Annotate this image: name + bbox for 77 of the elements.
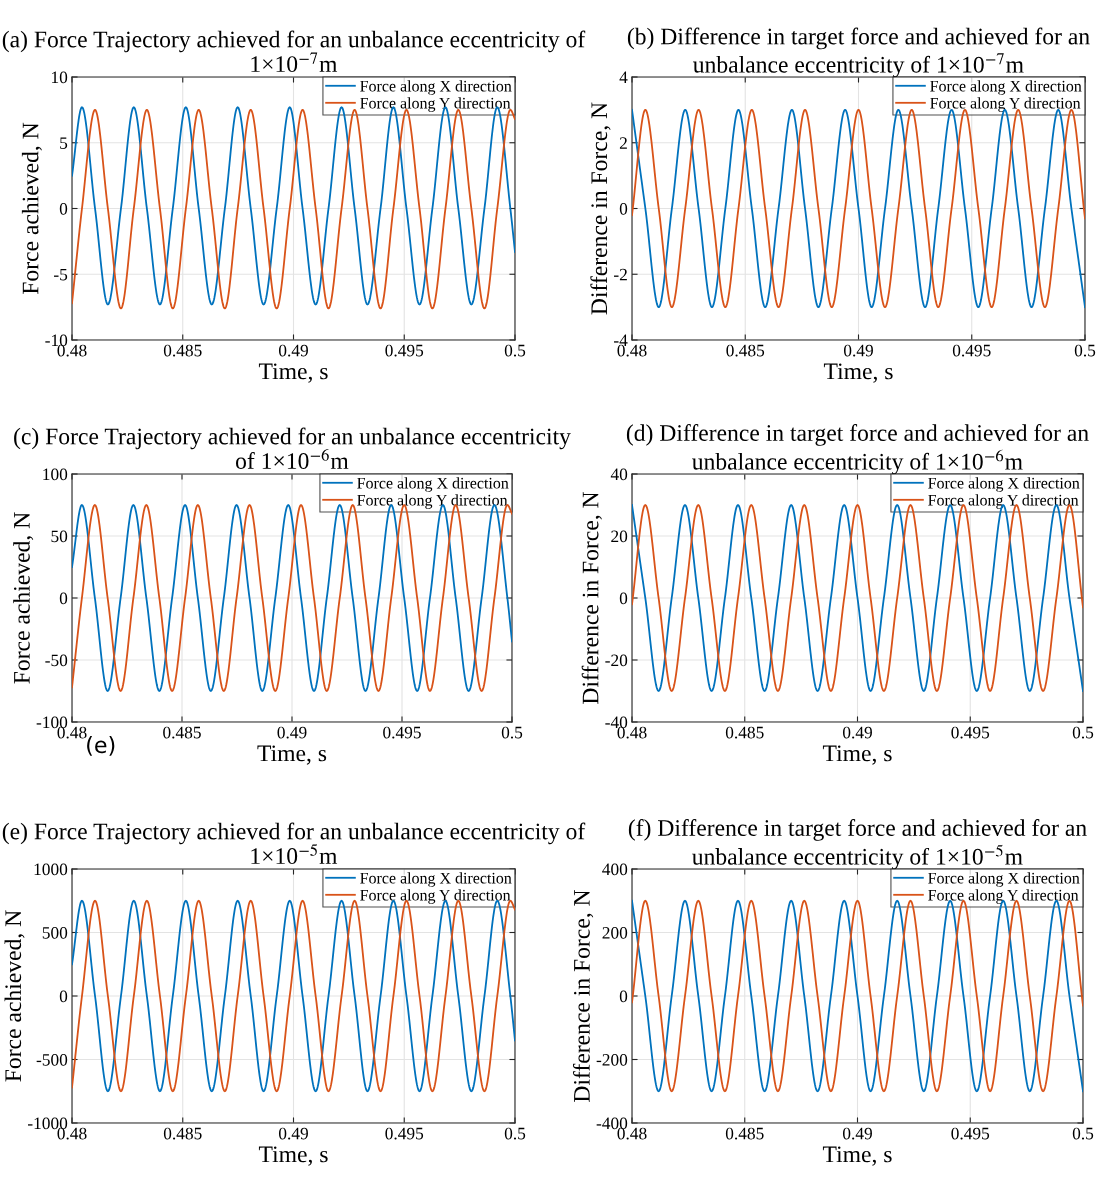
x-tick-label: 0.48 <box>617 344 647 357</box>
x-tick-label: 0.485 <box>163 726 201 739</box>
x-tick-label: 0.5 <box>501 726 523 739</box>
x-tick-label: 0.495 <box>383 726 421 739</box>
legend-label: Force along Y direction <box>928 494 1079 509</box>
chart-title: (c) Force Trajectory achieved for an unbalance eccentricity of 1×10$^{−6}$m <box>14 427 571 469</box>
y-axis-title: Force achieved, N <box>13 512 34 684</box>
x-axis-title: Time, s <box>258 1146 328 1166</box>
x-tick-label: 0.5 <box>1074 344 1096 357</box>
x-axis-title: Time, s <box>823 363 893 383</box>
y-tick-label: 0 <box>619 202 628 215</box>
chart-title: (d) Difference in target force and achieved for an unbalance eccentricity of 1×10$^{−6}$m <box>626 424 1089 475</box>
legend-label: Force along X direction <box>360 80 512 95</box>
y-axis-title: Force achieved, N <box>4 910 25 1082</box>
x-tick-label: 0.485 <box>725 726 764 739</box>
x-tick-label: 0.5 <box>504 344 526 357</box>
x-tick-label: 0.485 <box>163 344 202 357</box>
x-tick-label: 0.49 <box>843 344 873 357</box>
legend-label: Force along Y direction <box>360 889 511 904</box>
y-tick-label: 500 <box>42 926 68 939</box>
x-tick-label: 0.495 <box>385 1127 424 1140</box>
x-tick-label: 0.49 <box>278 344 308 357</box>
y-tick-label: -4 <box>614 334 628 347</box>
y-tick-label: 0 <box>59 202 68 215</box>
legend-label: Force along X direction <box>928 477 1080 492</box>
x-tick-label: 0.485 <box>163 1127 202 1140</box>
x-tick-label: 0.495 <box>951 726 990 739</box>
y-axis-title: Force achieved, N <box>21 122 42 295</box>
legend-label: Force along Y direction <box>930 97 1081 112</box>
y-tick-label: 20 <box>611 530 628 543</box>
legend-label: Force along X direction <box>357 477 509 492</box>
x-tick-label: 0.495 <box>951 1127 990 1140</box>
y-tick-label: -2 <box>614 268 627 281</box>
x-axis-title: Time, s <box>257 745 327 765</box>
x-tick-label: 0.49 <box>842 726 872 739</box>
legend-label: Force along X direction <box>928 872 1080 887</box>
legend-label: Force along X direction <box>930 80 1082 95</box>
x-tick-label: 0.5 <box>1072 1127 1094 1140</box>
y-tick-label: 400 <box>602 863 628 876</box>
x-tick-label: 0.49 <box>842 1127 872 1140</box>
y-tick-label: -200 <box>596 1053 628 1066</box>
x-axis-title: Time, s <box>258 363 328 383</box>
y-tick-label: 10 <box>52 71 68 84</box>
x-tick-label: 0.495 <box>952 344 991 357</box>
y-tick-label: 100 <box>43 468 68 481</box>
x-axis-title: Time, s <box>822 1146 892 1166</box>
y-tick-label: 2 <box>619 137 627 149</box>
legend-label: Force along X direction <box>360 872 512 887</box>
x-axis-title: Time, s <box>822 745 892 765</box>
y-tick-label: 0 <box>619 592 628 605</box>
x-tick-label: 0.495 <box>385 344 424 357</box>
x-tick-label: 0.485 <box>726 344 765 357</box>
y-tick-label: -20 <box>605 654 628 667</box>
x-tick-label: 0.485 <box>725 1127 764 1140</box>
y-tick-label: 5 <box>60 137 68 149</box>
y-axis-title: Difference in Force, N <box>572 889 594 1102</box>
y-tick-label: -5 <box>54 268 68 281</box>
x-tick-label: 0.49 <box>277 726 307 739</box>
y-axis-title: Difference in Force, N <box>590 102 611 315</box>
chart-title: (b) Difference in target force and achieved for an unbalance eccentricity of 1×10$^{−7}$m <box>627 27 1090 78</box>
chart-title: (f) Difference in target force and achieved for an unbalance eccentricity of 1×10$^{−5}$m <box>628 819 1087 870</box>
y-tick-label: 50 <box>51 530 68 543</box>
y-tick-label: 0 <box>59 990 68 1003</box>
text: (e) <box>87 736 115 756</box>
x-tick-label: 0.5 <box>504 1127 526 1140</box>
x-tick-label: 0.49 <box>278 1127 308 1140</box>
y-tick-label: 200 <box>602 926 628 939</box>
y-tick-label: 0 <box>59 592 68 605</box>
y-tick-label: 4 <box>619 71 628 84</box>
legend-label: Force along Y direction <box>928 889 1079 904</box>
y-tick-label: -500 <box>36 1053 68 1066</box>
y-tick-label: -50 <box>45 654 68 667</box>
x-tick-label: 0.5 <box>1072 726 1094 739</box>
y-tick-label: 0 <box>619 990 628 1003</box>
y-tick-label: 40 <box>610 468 628 481</box>
y-tick-label: 1000 <box>34 863 68 876</box>
y-axis-title: Difference in Force, N <box>581 491 602 704</box>
